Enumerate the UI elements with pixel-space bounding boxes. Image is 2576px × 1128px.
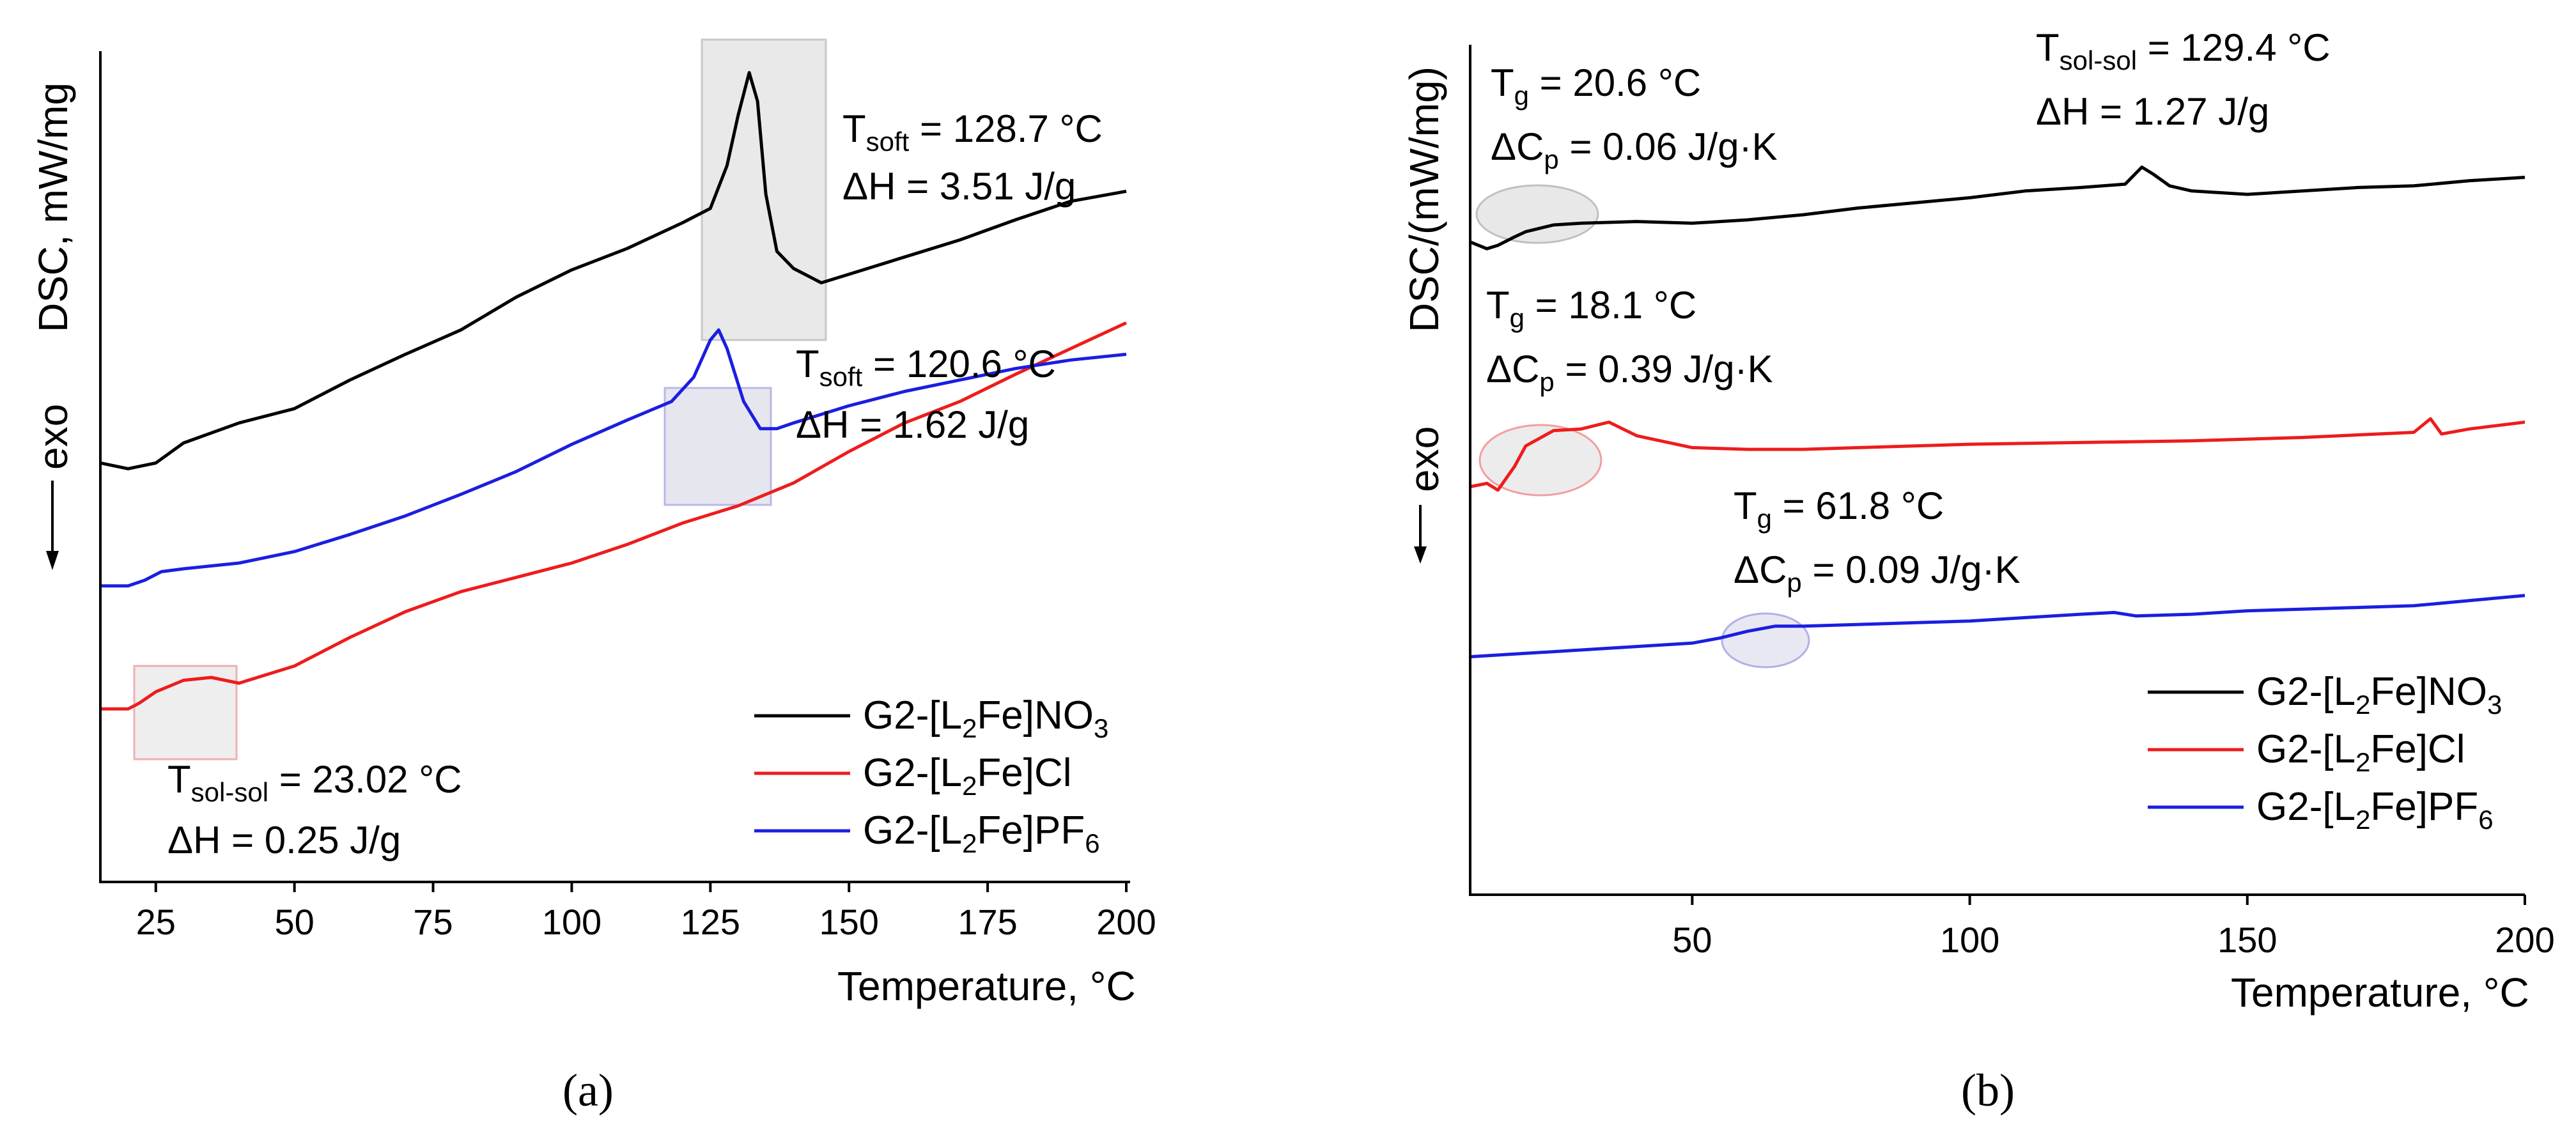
annotation-tsolsol-nitrate: Tsol-sol = 129.4 °C	[2036, 26, 2331, 75]
y-axis-label-b: DSC/(mW/mg)	[1401, 66, 1447, 332]
exo-arrowhead-b	[1414, 546, 1427, 564]
series-line-3	[1470, 594, 2526, 659]
x-tick-label: 175	[958, 902, 1017, 942]
annotation-dcp-pf6: ΔCp = 0.09 J/g·K	[1734, 548, 2021, 598]
curves-b	[1470, 166, 2526, 659]
ticks-b: 50 100 150 200	[1672, 895, 2555, 960]
exo-label-a: exo	[30, 404, 76, 470]
x-tick-label: 200	[2495, 920, 2554, 960]
x-tick-label: 150	[819, 902, 878, 942]
legend-label: G2-[L2Fe]NO3	[2256, 670, 2502, 720]
legend-b: G2-[L2Fe]NO3 G2-[L2Fe]Cl G2-[L2Fe]PF6	[2148, 670, 2502, 835]
x-tick-label: 125	[681, 902, 740, 942]
x-tick-label: 100	[1940, 920, 1999, 960]
annotation-dh-nitrate-b: ΔH = 1.27 J/g	[2036, 90, 2269, 133]
annotation-dh-nitrate: ΔH = 3.51 J/g	[842, 165, 1076, 208]
panel-label-b: (b)	[1961, 1065, 2015, 1116]
legend-a: G2-[L2Fe]NO3 G2-[L2Fe]Cl G2-[L2Fe]PF6	[754, 693, 1108, 858]
curves-a	[100, 71, 1128, 711]
x-tick-label: 50	[1672, 920, 1712, 960]
annotation-dh-pf6: ΔH = 1.62 J/g	[796, 403, 1029, 446]
exo-arrowhead-a	[46, 551, 59, 570]
chart-b: 50 100 150 200 Temperature, °C DSC/(mW/mg) …	[1401, 26, 2555, 1116]
series-line-1	[100, 71, 1127, 470]
series-line-1	[1470, 166, 2526, 251]
annotation-dcp-chloride: ΔCp = 0.39 J/g·K	[1486, 348, 1773, 397]
x-axis-label-a: Temperature, °C	[837, 963, 1136, 1009]
annotation-tg-chloride: Tg = 18.1 °C	[1486, 284, 1696, 333]
x-tick-label: 75	[413, 902, 453, 942]
x-tick-label: 100	[542, 902, 601, 942]
legend-label: G2-[L2Fe]NO3	[863, 693, 1108, 743]
x-tick-label: 50	[275, 902, 314, 942]
x-tick-label: 150	[2217, 920, 2277, 960]
ticks-a: 25 50 75 100 125 150 175 200	[136, 882, 1156, 942]
annotation-tsoft-pf6: Tsoft = 120.6 °C	[796, 343, 1056, 392]
legend-label: G2-[L2Fe]PF6	[2256, 785, 2494, 835]
x-axis-label-b: Temperature, °C	[2231, 970, 2529, 1016]
legend-label: G2-[L2Fe]Cl	[863, 751, 1072, 801]
annotation-tsolsol-chloride: Tsol-sol = 23.02 °C	[167, 758, 462, 807]
peak-box-pf6	[663, 387, 772, 506]
annotation-tg-nitrate: Tg = 20.6 °C	[1491, 61, 1701, 111]
series-line-2	[100, 321, 1128, 711]
legend-label: G2-[L2Fe]Cl	[2256, 727, 2465, 777]
tg-ellipse-chloride	[1478, 424, 1602, 497]
panel-label-a: (a)	[563, 1065, 614, 1116]
y-axis-label-a: DSC, mW/mg	[30, 82, 76, 332]
annotation-dh-chloride: ΔH = 0.25 J/g	[167, 819, 401, 861]
x-tick-label: 25	[136, 902, 176, 942]
tg-ellipse-nitrate	[1475, 184, 1599, 244]
series-line-2	[1470, 417, 2526, 492]
annotation-dcp-nitrate: ΔCp = 0.06 J/g·K	[1491, 125, 1778, 174]
annotation-tg-pf6: Tg = 61.8 °C	[1734, 484, 1944, 534]
x-tick-label: 200	[1096, 902, 1156, 942]
tg-ellipse-pf6	[1721, 612, 1810, 668]
legend-label: G2-[L2Fe]PF6	[863, 808, 1100, 858]
exo-label-b: exo	[1401, 426, 1447, 492]
chart-a: 25 50 75 100 125 150 175 200 Temperature, °C DS…	[30, 38, 1156, 1116]
annotation-tsoft-nitrate: Tsoft = 128.7 °C	[842, 107, 1103, 157]
series-line-3	[100, 328, 1127, 588]
